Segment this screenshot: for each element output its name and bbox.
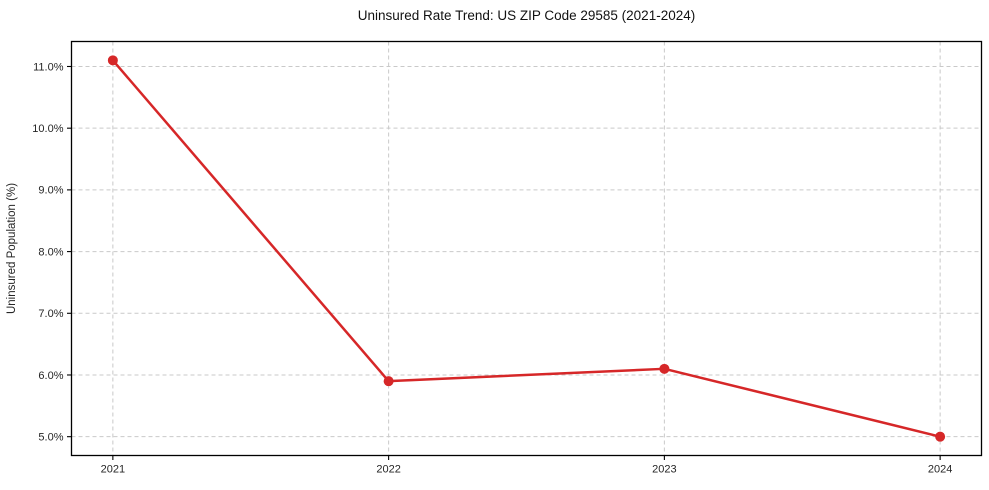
x-tick-label: 2022: [376, 464, 400, 476]
y-tick-labels: 5.0% 6.0% 7.0% 8.0% 9.0% 10.0% 11.0%: [32, 61, 63, 443]
x-tick-label: 2023: [652, 464, 676, 476]
y-tick-label: 7.0%: [38, 308, 63, 320]
data-point-marker: [935, 431, 946, 442]
x-tick-label: 2024: [928, 464, 952, 476]
data-point-marker: [107, 55, 118, 66]
chart-title: Uninsured Rate Trend: US ZIP Code 29585 …: [358, 8, 695, 23]
x-tick-label: 2021: [101, 464, 125, 476]
gridlines: [71, 41, 982, 456]
y-tick-label: 9.0%: [38, 185, 63, 197]
y-tick-label: 8.0%: [38, 246, 63, 258]
y-tick-label: 6.0%: [38, 370, 63, 382]
plot-border: [70, 40, 983, 457]
y-tick-label: 10.0%: [32, 123, 63, 135]
y-axis-label: Uninsured Population (%): [6, 183, 18, 314]
x-tick-labels: 2021 2022 2023 2024: [101, 464, 953, 476]
data-point-marker: [659, 363, 670, 374]
axis-ticks: [67, 65, 941, 460]
y-tick-label: 11.0%: [33, 61, 64, 73]
trend-line: [111, 59, 942, 438]
series-uninsured-rate: [107, 55, 946, 442]
data-point-marker: [383, 376, 394, 387]
y-tick-label: 5.0%: [38, 431, 63, 443]
